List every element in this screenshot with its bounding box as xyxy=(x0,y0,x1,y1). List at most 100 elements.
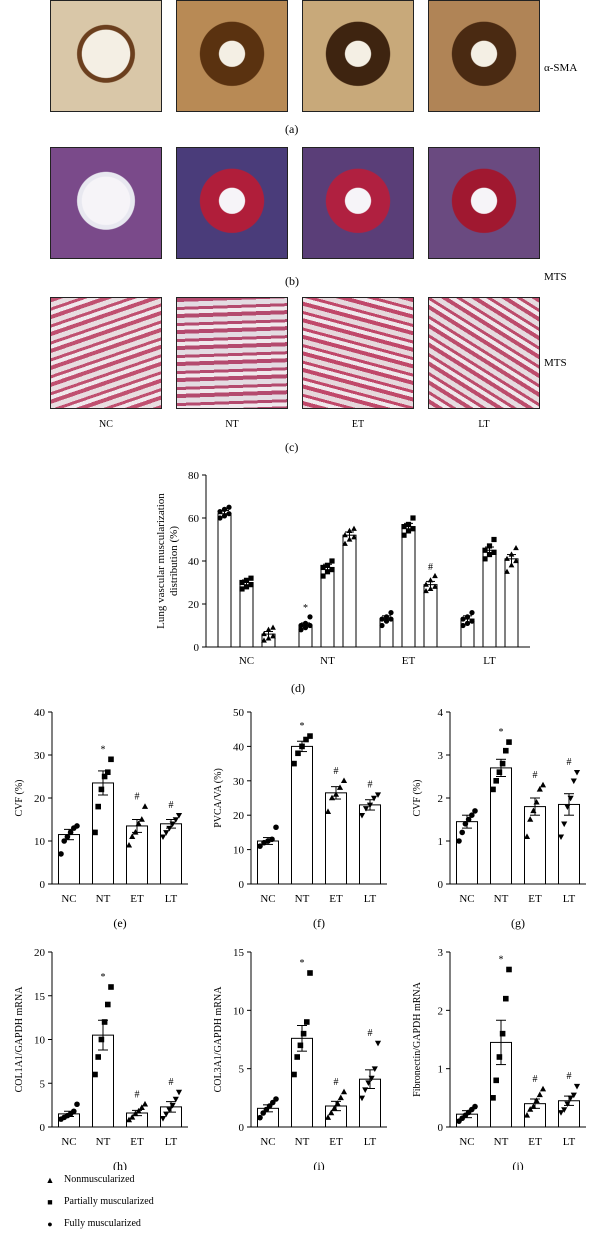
data-point xyxy=(564,1101,571,1108)
data-point xyxy=(342,532,348,538)
data-point xyxy=(265,635,272,641)
data-point xyxy=(508,551,515,557)
significance-mark: # xyxy=(567,1071,572,1082)
y-tick-label: 4 xyxy=(438,707,444,719)
y-tick-label: 50 xyxy=(233,707,245,719)
data-point xyxy=(460,616,466,622)
data-point xyxy=(362,1087,369,1094)
data-point xyxy=(561,821,568,828)
data-point xyxy=(533,1097,540,1103)
data-point xyxy=(303,736,309,743)
data-point xyxy=(405,528,412,534)
x-tick-label: NC xyxy=(61,1136,76,1148)
data-point xyxy=(368,1075,375,1082)
data-point xyxy=(257,1114,263,1121)
significance-mark: * xyxy=(499,727,504,738)
stain-label: MTS xyxy=(544,357,567,369)
panel-letter: (e) xyxy=(113,916,126,930)
y-tick-label: 15 xyxy=(34,991,46,1003)
chart-i: 0 5 10 15 NC NT * ET # LT # COL3A1/GAPDH mRNA (i) xyxy=(213,947,387,1170)
micrograph-tile-nc xyxy=(50,297,162,409)
panel-letter: (h) xyxy=(113,1159,127,1170)
x-tick-label: LT xyxy=(563,1136,576,1148)
data-point xyxy=(561,1107,568,1113)
micrograph-tile-nc xyxy=(50,0,162,112)
significance-mark: # xyxy=(334,1077,339,1088)
data-point xyxy=(141,1100,149,1107)
data-point xyxy=(460,622,466,629)
data-point xyxy=(172,1096,179,1103)
data-point xyxy=(523,1111,531,1118)
data-point xyxy=(302,620,309,626)
data-point xyxy=(265,626,272,632)
bar xyxy=(342,534,357,648)
data-point xyxy=(573,769,581,776)
data-point xyxy=(539,781,547,788)
data-point xyxy=(239,586,245,592)
significance-mark: # xyxy=(428,562,433,573)
data-point xyxy=(469,618,475,624)
data-point xyxy=(101,773,108,780)
data-point xyxy=(108,756,114,763)
data-point xyxy=(491,536,497,543)
data-point xyxy=(169,821,176,828)
data-point xyxy=(307,970,313,976)
data-point xyxy=(125,841,133,848)
y-tick-label: 20 xyxy=(34,793,46,805)
data-point xyxy=(334,1100,341,1106)
significance-mark: # xyxy=(533,770,538,781)
data-point xyxy=(221,513,228,519)
bar xyxy=(524,806,546,885)
data-point xyxy=(506,966,512,973)
y-tick-label: 0 xyxy=(239,1122,245,1134)
bar xyxy=(456,821,478,885)
y-tick-label: 0 xyxy=(438,879,444,891)
x-tick-label: LT xyxy=(364,893,377,905)
data-point xyxy=(379,616,385,622)
y-tick-label: 80 xyxy=(188,470,200,482)
data-point xyxy=(175,1089,183,1096)
data-point xyxy=(129,833,136,839)
chart-j: 0 1 2 3 NC NT * ET # LT # Fibronectin/GAPDH mRNA (j) xyxy=(412,947,586,1170)
x-tick-label: LT xyxy=(364,1136,377,1148)
x-tick-label: ET xyxy=(130,893,144,905)
legend-item-fully-muscularized: ● Fully muscularized xyxy=(44,1218,141,1229)
y-tick-label: 2 xyxy=(438,1005,444,1017)
data-point xyxy=(496,1054,503,1060)
data-point xyxy=(226,504,232,510)
bar xyxy=(490,767,512,885)
data-point xyxy=(129,1114,136,1120)
y-tick-label: 15 xyxy=(233,947,245,959)
x-tick-label: ET xyxy=(329,893,343,905)
data-point xyxy=(401,524,407,530)
data-point xyxy=(98,1036,105,1043)
data-point xyxy=(273,1096,279,1102)
data-point xyxy=(302,625,309,631)
data-point xyxy=(410,526,416,532)
data-point xyxy=(499,760,506,767)
data-point xyxy=(270,633,276,639)
data-point xyxy=(138,1104,145,1110)
data-point xyxy=(486,551,493,558)
data-point xyxy=(291,1071,297,1078)
data-point xyxy=(523,833,531,839)
data-point xyxy=(329,567,335,573)
data-point xyxy=(346,527,353,533)
micrograph-tile-et xyxy=(302,297,414,409)
bar xyxy=(423,584,438,648)
data-point xyxy=(324,808,332,814)
data-point xyxy=(273,824,279,831)
data-point xyxy=(490,1095,496,1101)
micrograph-tile-lt xyxy=(428,0,540,112)
significance-mark: * xyxy=(300,721,305,732)
data-point xyxy=(472,808,478,814)
x-tick-label: NT xyxy=(295,1136,310,1148)
data-point xyxy=(362,806,370,812)
significance-mark: # xyxy=(368,780,373,791)
micrograph-tile-lt xyxy=(428,147,540,259)
panel-letter: (g) xyxy=(511,916,525,930)
y-tick-label: 5 xyxy=(40,1078,46,1090)
data-point xyxy=(261,630,267,637)
data-point xyxy=(388,616,394,622)
data-point xyxy=(132,829,139,835)
